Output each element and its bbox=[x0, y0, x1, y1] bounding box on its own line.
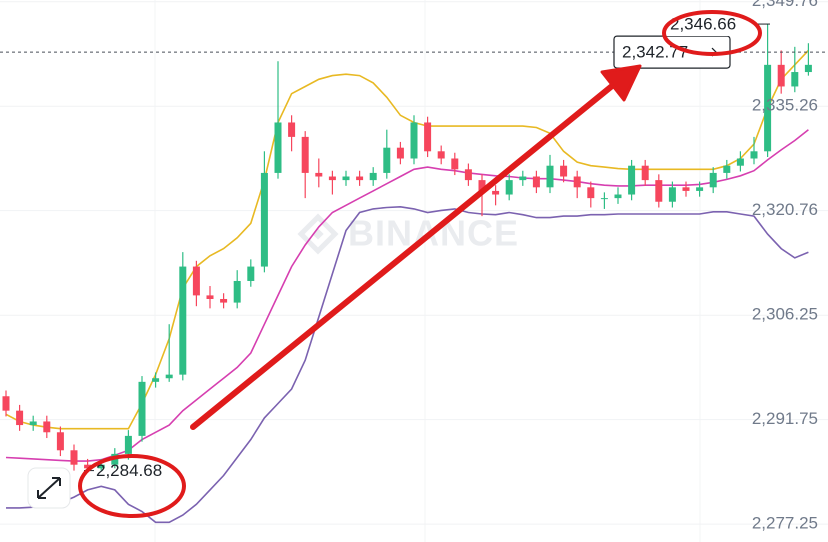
candle-body bbox=[519, 176, 527, 181]
y-tick-label: 2,320.76 bbox=[752, 200, 818, 219]
candle-body bbox=[560, 165, 568, 177]
candle-body bbox=[492, 190, 500, 195]
candle-body bbox=[342, 176, 350, 181]
grid bbox=[0, 1, 828, 525]
candle-body bbox=[70, 450, 78, 465]
candle-body bbox=[396, 147, 404, 159]
candle-body bbox=[437, 151, 445, 159]
candle-body bbox=[301, 136, 309, 173]
band-line bbox=[6, 205, 809, 524]
y-tick-label: 2,306.25 bbox=[752, 305, 818, 324]
red-circle bbox=[78, 454, 186, 518]
candle-body bbox=[220, 298, 228, 303]
candle-body bbox=[206, 295, 214, 299]
candle-body bbox=[192, 266, 200, 296]
candle-body bbox=[614, 194, 622, 199]
candle-body bbox=[56, 432, 64, 451]
candle-body bbox=[84, 464, 92, 469]
watermark-logo-shape bbox=[297, 213, 339, 255]
expand-button[interactable] bbox=[27, 467, 71, 509]
candle-body bbox=[16, 410, 24, 426]
candle-body bbox=[356, 176, 364, 181]
candle-body bbox=[424, 122, 432, 152]
candle-body bbox=[124, 435, 132, 454]
vertical-grid bbox=[154, 0, 701, 542]
candle-body bbox=[696, 187, 704, 191]
low-annotation-label: 2,284.68 bbox=[96, 461, 162, 480]
candle-body bbox=[505, 180, 513, 195]
candle-body bbox=[764, 64, 772, 152]
y-tick-label: 2,277.25 bbox=[752, 514, 818, 533]
candle-body bbox=[260, 172, 268, 267]
candle-body bbox=[655, 180, 663, 202]
candle-body bbox=[328, 176, 336, 181]
red-circles bbox=[78, 10, 762, 518]
candle-body bbox=[274, 122, 282, 173]
candle-body bbox=[138, 381, 146, 436]
high-annotation-box bbox=[666, 12, 756, 37]
candle-body bbox=[288, 122, 296, 137]
candle-body bbox=[315, 172, 323, 177]
candle-body bbox=[750, 151, 758, 159]
red-markup bbox=[190, 64, 642, 430]
candle-body bbox=[532, 176, 540, 188]
candle-body bbox=[600, 198, 608, 200]
annotations: 2,346.66 2,284.68 bbox=[84, 12, 770, 480]
watermark-logo bbox=[297, 213, 339, 255]
red-arrow-shaft bbox=[190, 83, 615, 430]
red-arrow-head bbox=[600, 64, 642, 102]
candle-body bbox=[587, 187, 595, 199]
candle-body bbox=[668, 187, 676, 202]
current-price-label: 2,342.77 bbox=[622, 43, 688, 62]
candle-body bbox=[410, 122, 418, 159]
candle-body bbox=[777, 64, 785, 87]
candle-body bbox=[546, 165, 554, 188]
candle-body bbox=[247, 266, 255, 281]
candle-body bbox=[682, 187, 690, 191]
candle-body bbox=[573, 176, 581, 188]
candle-body bbox=[43, 421, 51, 433]
candle-body bbox=[97, 464, 105, 469]
high-annotation-label: 2,346.66 bbox=[670, 15, 736, 34]
candle-body bbox=[641, 165, 649, 181]
candle-body bbox=[179, 266, 187, 375]
y-axis: 2,277.25 2,291.75 2,306.25 2,320.76 2,335.26… bbox=[752, 0, 818, 533]
candle-body bbox=[709, 172, 717, 188]
candle-body bbox=[464, 169, 472, 181]
y-tick-label: 2,349.76 bbox=[752, 0, 818, 10]
candle-body bbox=[804, 64, 812, 73]
candle-body bbox=[723, 165, 731, 173]
candle-body bbox=[152, 378, 160, 382]
candle-body bbox=[791, 72, 799, 87]
candle-body bbox=[369, 172, 377, 181]
y-tick-label: 2,335.26 bbox=[752, 96, 818, 115]
candle-body bbox=[628, 165, 636, 195]
y-tick-label: 2,291.75 bbox=[752, 409, 818, 428]
candle-body bbox=[736, 158, 744, 166]
candle-body bbox=[233, 280, 241, 303]
candle-body bbox=[451, 158, 459, 170]
candle-body bbox=[165, 374, 173, 379]
candle-body bbox=[478, 180, 486, 191]
expand-icon bbox=[37, 477, 61, 499]
candle-body bbox=[29, 421, 37, 426]
band-line bbox=[5, 129, 809, 462]
red-circle bbox=[662, 10, 762, 56]
overlay: 2,342.77 bbox=[0, 35, 828, 69]
candle-body bbox=[2, 396, 10, 411]
candle-body bbox=[383, 147, 391, 173]
candles bbox=[2, 24, 812, 471]
